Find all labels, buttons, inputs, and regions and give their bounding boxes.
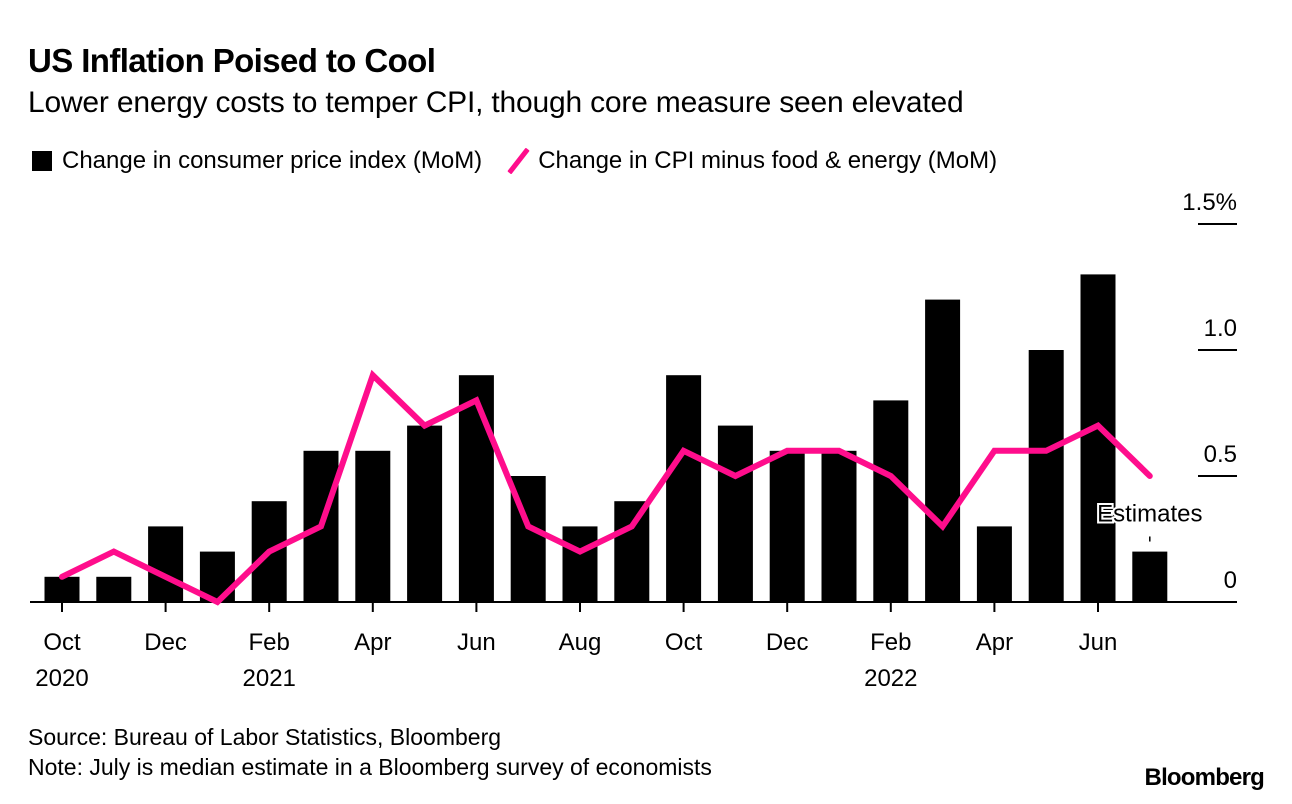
x-tick-label: Dec (766, 629, 809, 656)
x-tick-year-label: 2022 (864, 665, 917, 692)
legend-line-swatch-icon (506, 148, 530, 174)
y-tick-label: 0 (1224, 567, 1237, 594)
bar (821, 450, 857, 602)
core-cpi-line (59, 369, 1153, 606)
bar (148, 526, 184, 602)
y-axis: 0 0.5 1.0 1.5% (1182, 189, 1237, 594)
y-tick-label: 1.0 (1204, 315, 1237, 342)
x-tick-label: Apr (976, 629, 1013, 656)
bar (925, 299, 961, 602)
bar (717, 425, 753, 602)
x-tick-label: Apr (354, 629, 391, 656)
footer-notes: Source: Bureau of Labor Statistics, Bloo… (28, 722, 712, 782)
note-text: Note: July is median estimate in a Bloom… (28, 754, 712, 780)
y-tick-label: 1.5% (1182, 189, 1237, 216)
bar (769, 450, 805, 602)
bar (458, 375, 494, 602)
estimates-annotation: Estimates (1097, 500, 1202, 527)
bar (614, 501, 650, 602)
legend-label-cpi: Change in consumer price index (MoM) (62, 147, 483, 174)
chart-subtitle: Lower energy costs to temper CPI, though… (28, 86, 964, 119)
legend: Change in consumer price index (MoM) Cha… (28, 147, 997, 175)
source-text: Source: Bureau of Labor Statistics, Bloo… (28, 724, 502, 750)
annotations: Estimates (1095, 498, 1204, 542)
bar (96, 576, 132, 602)
bar (562, 526, 598, 602)
x-tick-year-label: 2021 (243, 665, 296, 692)
x-tick-label: Feb (870, 629, 911, 656)
x-tick-label: Aug (559, 629, 602, 656)
x-tick-label: Dec (144, 629, 187, 656)
legend-bar-swatch-icon (32, 151, 52, 171)
x-tick-label: Oct (665, 629, 703, 656)
bar (407, 425, 443, 602)
y-tick-label: 0.5 (1204, 441, 1237, 468)
x-tick-label: Jun (457, 629, 496, 656)
x-axis: Oct 2020 Dec Feb 2021 Apr Jun Aug Oct Dec Feb 2022 A… (30, 601, 1237, 692)
x-tick-label: Oct (43, 629, 81, 656)
bar (976, 526, 1012, 602)
bar (873, 400, 909, 602)
bloomberg-logo: Bloomberg (1144, 764, 1265, 791)
bar (44, 576, 80, 602)
chart-title: US Inflation Poised to Cool (28, 42, 436, 79)
bar-series (44, 274, 1168, 602)
x-tick-label: Jun (1079, 629, 1118, 656)
line-series (59, 369, 1153, 606)
bar (1132, 551, 1168, 602)
chart-plot-area: Oct 2020 Dec Feb 2021 Apr Jun Aug Oct Dec Feb 2022 A… (30, 189, 1237, 692)
bar (355, 450, 391, 602)
x-tick-label: Feb (249, 629, 290, 656)
x-tick-year-label: 2020 (35, 665, 88, 692)
legend-label-core-cpi: Change in CPI minus food & energy (MoM) (538, 147, 998, 174)
bar (666, 375, 702, 602)
bar (1028, 350, 1064, 602)
